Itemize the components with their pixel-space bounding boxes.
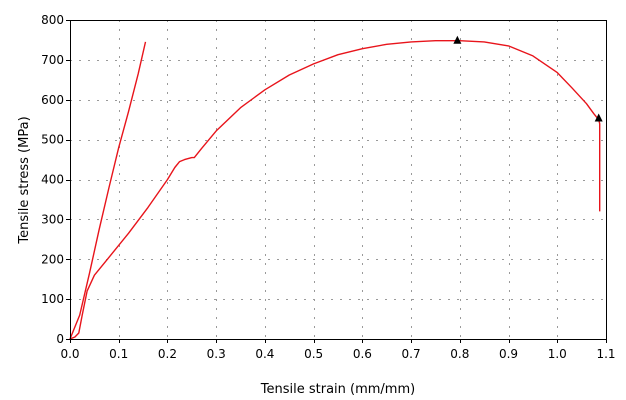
data-markers [453, 35, 603, 122]
grid-lines [70, 20, 606, 339]
triangle-marker-1 [453, 35, 462, 44]
x-tick-labels: 0.0 0.1 0.2 0.3 0.4 0.5 0.6 0.7 0.8 0.9 1.0 1.1 [60, 347, 615, 361]
series-line-1 [69, 40, 601, 340]
x-tick-label: 0.3 [207, 347, 226, 361]
x-tick-label: 0.0 [60, 347, 79, 361]
x-tick-label: 1.1 [596, 347, 615, 361]
x-tick-label: 0.5 [304, 347, 323, 361]
y-tick-label: 100 [41, 292, 64, 306]
x-tick-label: 0.9 [499, 347, 518, 361]
y-tick-label: 300 [41, 212, 64, 226]
y-tick-label: 600 [41, 93, 64, 107]
triangle-marker-2 [594, 113, 603, 122]
y-tick-label: 500 [41, 133, 64, 147]
y-tick-label: 700 [41, 53, 64, 67]
y-tick-labels: 0 100 200 300 400 500 600 700 800 [41, 13, 64, 346]
x-tick-label: 0.8 [450, 347, 469, 361]
series-line-2 [69, 41, 147, 340]
y-axis-title: Tensile stress (MPa) [17, 116, 32, 244]
plot-frame [70, 20, 607, 340]
x-tick-label: 0.4 [255, 347, 274, 361]
x-tick-label: 0.7 [402, 347, 421, 361]
y-tick-label: 0 [56, 332, 64, 346]
x-axis-title: Tensile strain (mm/mm) [260, 382, 415, 397]
axis-ticks [66, 20, 607, 343]
x-tick-label: 0.2 [158, 347, 177, 361]
x-tick-label: 1.0 [548, 347, 567, 361]
y-tick-label: 400 [41, 173, 64, 187]
y-tick-label: 800 [41, 13, 64, 27]
x-tick-label: 0.6 [353, 347, 372, 361]
data-curves [69, 40, 601, 340]
x-tick-label: 0.1 [109, 347, 128, 361]
y-tick-label: 200 [41, 252, 64, 266]
